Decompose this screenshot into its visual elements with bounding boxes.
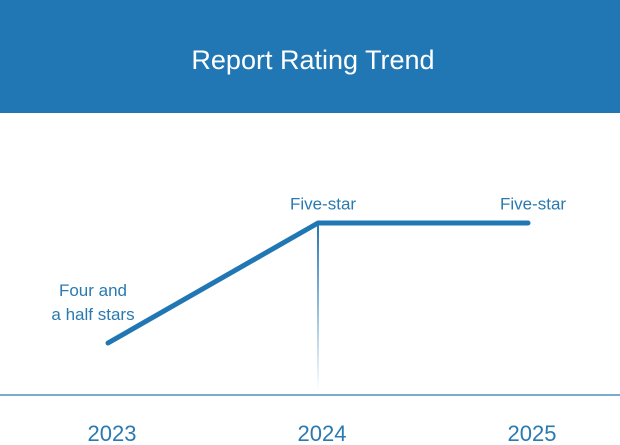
value-label: Five-star [500,194,566,213]
chart-title: Report Rating Trend [191,45,434,75]
x-tick-label: 2024 [298,421,347,445]
x-tick-label: 2025 [508,421,557,445]
value-label: Four and a half stars [51,281,134,324]
x-tick-label: 2023 [88,421,137,445]
value-label: Five-star [290,194,356,213]
header-band [0,0,620,113]
drop-line [317,223,319,390]
